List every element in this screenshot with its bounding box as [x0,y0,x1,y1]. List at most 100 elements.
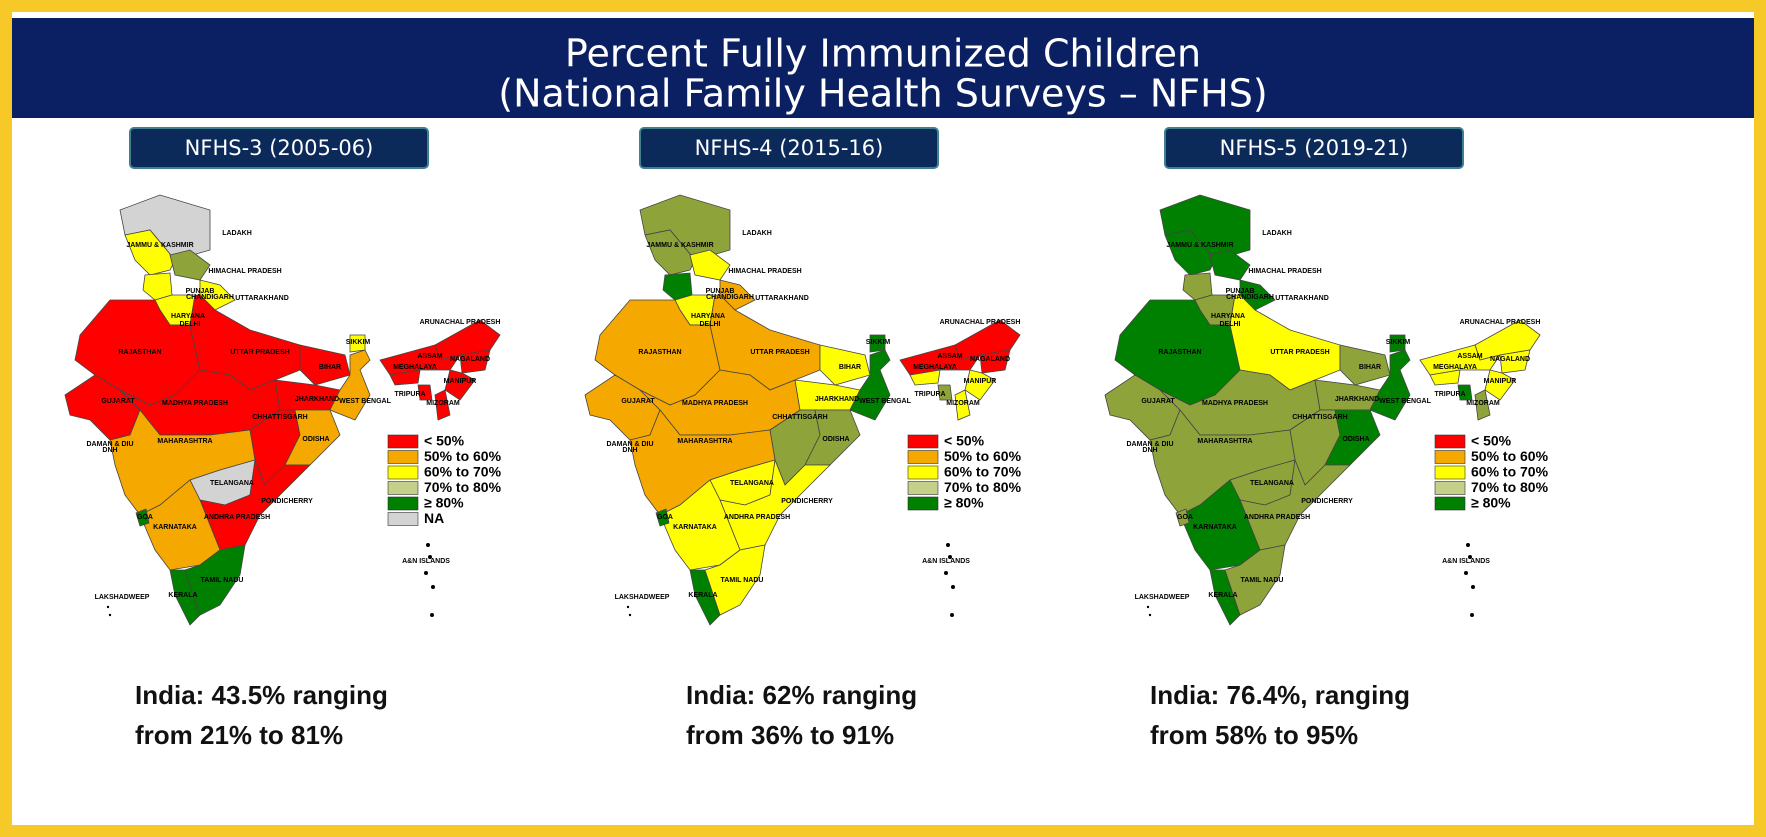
state-label: HARYANA [691,313,725,320]
state-label: BIHAR [319,364,341,371]
summary: India: 76.4%, ranging [1150,680,1410,710]
state-label: MEGHALAYA [393,364,437,371]
state-label: A&N ISLANDS [402,558,450,565]
state-label: JHARKHAND [815,396,859,403]
legend-label: 60% to 70% [424,464,502,480]
legend-label: < 50% [424,433,465,449]
island [944,571,948,575]
island [951,585,955,589]
state-label: LAKSHADWEEP [1135,594,1190,601]
state-label: ASSAM [1457,353,1482,360]
state-label: CHHATTISGARH [1292,414,1347,421]
legend-swatch [388,513,418,526]
state-label: ODISHA [1342,436,1369,443]
state-label: DELHI [700,321,721,328]
state-label: MIZORAM [946,400,980,407]
state-label: TRIPURA [914,391,945,398]
state-label: GOA [1177,514,1193,521]
legend-label: 70% to 80% [944,479,1022,495]
legend-label: 50% to 60% [944,448,1022,464]
state-label: LADAKH [742,230,772,237]
state-label: MIZORAM [1466,400,1500,407]
state-label: MANIPUR [444,378,477,385]
state-label: KARNATAKA [673,524,717,531]
state-label: CHANDIGARH [1226,294,1274,301]
state-label: LAKSHADWEEP [615,594,670,601]
island [107,606,109,608]
state-label: UTTARAKHAND [755,295,809,302]
map-heading: NFHS-5 (2019-21) [1220,136,1409,160]
state-label: LAKSHADWEEP [95,594,150,601]
state-label: BIHAR [839,364,861,371]
state-label: TAMIL NADU [1241,577,1284,584]
state-label: ANDHRA PRADESH [724,514,790,521]
state-label: RAJASTHAN [638,349,681,356]
state-label: WEST BENGAL [339,398,391,405]
island [627,606,629,608]
state-label: KERALA [168,592,197,599]
state-label: PONDICHERRY [261,498,313,505]
state-label: DELHI [1220,321,1241,328]
state-label: DELHI [180,321,201,328]
state-label: NAGALAND [1490,356,1530,363]
state-label: MEGHALAYA [913,364,957,371]
legend-label: ≥ 80% [1471,495,1511,511]
legend-swatch [388,466,418,479]
state-label: BIHAR [1359,364,1381,371]
state-label: GOA [657,514,673,521]
state-label: RAJASTHAN [118,349,161,356]
state-label: MADHYA PRADESH [162,400,228,407]
state-label: PONDICHERRY [781,498,833,505]
island [1149,614,1151,616]
state-label: MIZORAM [426,400,460,407]
legend-swatch [1435,497,1465,510]
state-label: ARUNACHAL PRADESH [420,319,501,326]
state-label: KARNATAKA [153,524,197,531]
state-label: WEST BENGAL [1379,398,1431,405]
legend-swatch [1435,435,1465,448]
state-label: HARYANA [171,313,205,320]
state-label: HARYANA [1211,313,1245,320]
legend-swatch [908,482,938,495]
legend-swatch [388,497,418,510]
island [946,543,950,547]
state-label: ANDHRA PRADESH [1244,514,1310,521]
island [629,614,631,616]
summary: from 21% to 81% [135,720,343,750]
state-label: ARUNACHAL PRADESH [1460,319,1541,326]
state-label: MAHARASHTRA [677,438,732,445]
state-label: JHARKHAND [295,396,339,403]
island [950,613,954,617]
state-label: SIKKIM [346,339,371,346]
state-label: CHANDIGARH [706,294,754,301]
state-label: CHANDIGARH [186,294,234,301]
state-label: HIMACHAL PRADESH [1248,268,1321,275]
state-label: ODISHA [822,436,849,443]
state-label: MADHYA PRADESH [1202,400,1268,407]
legend-label: 60% to 70% [944,464,1022,480]
summary: India: 43.5% ranging [135,680,388,710]
legend-label: 50% to 60% [424,448,502,464]
state-label: JHARKHAND [1335,396,1379,403]
state-label: A&N ISLANDS [1442,558,1490,565]
legend-swatch [1435,451,1465,464]
state-label: LADAKH [222,230,252,237]
state-label: MEGHALAYA [1433,364,1477,371]
island [1464,571,1468,575]
state-label: UTTAR PRADESH [230,349,289,356]
legend-swatch [1435,466,1465,479]
legend-label: < 50% [1471,433,1512,449]
state-label: KERALA [1208,592,1237,599]
state-label: ODISHA [302,436,329,443]
state-label: SIKKIM [1386,339,1411,346]
state-label: UTTARAKHAND [235,295,289,302]
legend-label: 70% to 80% [424,479,502,495]
legend-label: ≥ 80% [424,495,464,511]
state-label: UTTAR PRADESH [1270,349,1329,356]
legend-label: NA [424,510,444,526]
state-label: RAJASTHAN [1158,349,1201,356]
title: (National Family Health Surveys – NFHS) [498,72,1267,116]
island [1470,613,1474,617]
summary: from 36% to 91% [686,720,894,750]
island [424,571,428,575]
